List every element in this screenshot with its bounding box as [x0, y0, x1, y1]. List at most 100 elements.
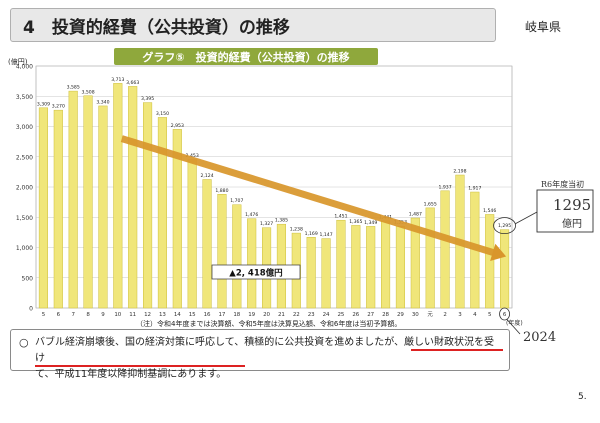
bar-value-label: 1,147 — [319, 232, 332, 238]
x-tick-label: 30 — [412, 312, 419, 318]
handwritten-year-connector — [506, 318, 521, 335]
bar — [440, 190, 450, 309]
bar — [68, 90, 78, 309]
bar-value-label: 1,655 — [424, 201, 437, 207]
bar — [128, 86, 138, 309]
last-bar-circle — [493, 217, 516, 235]
bar-value-label: 3,395 — [141, 96, 154, 102]
x-axis-unit: (年度) — [506, 319, 523, 327]
x-tick-label: 29 — [397, 312, 404, 318]
bar-value-label: 3,585 — [67, 85, 80, 91]
bar-value-label: 1,238 — [290, 227, 303, 233]
x-tick-label: 3 — [458, 312, 462, 318]
bar-value-label: 3,309 — [37, 101, 50, 107]
bar — [351, 225, 361, 309]
x-tick-label: 8 — [86, 312, 90, 318]
y-tick-label: 0 — [29, 306, 33, 313]
x-tick-label: 2 — [443, 312, 447, 318]
bar — [336, 219, 346, 309]
x-tick-label: 5 — [42, 312, 46, 318]
x-tick-label: 18 — [233, 312, 240, 318]
summary-line-1: バブル経済崩壊後、国の経済対策に呼応して、積極的に公共投資を進めましたが、厳しい… — [35, 337, 494, 364]
bar — [98, 105, 108, 309]
chart-title: グラフ⑤ 投資的経費（公共投資）の推移 — [114, 48, 378, 65]
bar-value-label: 1,385 — [275, 218, 288, 224]
bar-value-label: 1,917 — [468, 186, 481, 192]
bar — [395, 225, 406, 309]
x-tick-label: 9 — [101, 312, 105, 318]
page-title-bar: 4 投資的経費（公共投資）の推移 — [10, 8, 496, 42]
bar — [172, 129, 182, 309]
bar-value-label: 2,453 — [186, 153, 199, 159]
x-tick-label: 27 — [367, 312, 374, 318]
bar — [425, 207, 435, 309]
bar-value-label: 1,487 — [409, 212, 422, 218]
x-tick-label: 5 — [488, 312, 492, 318]
y-tick-label: 1,500 — [16, 215, 33, 222]
y-tick-label: 4,000 — [16, 64, 33, 71]
bar-value-label: 1,476 — [245, 212, 258, 218]
trend-arrow — [120, 135, 498, 257]
bar — [83, 95, 93, 309]
annotation-label: ▲2, 418億円 — [229, 268, 282, 279]
bar-value-label: 1,295 — [498, 223, 511, 229]
bar — [113, 83, 123, 309]
x-tick-label: 15 — [189, 312, 196, 318]
handwritten-year: 2024 — [523, 330, 557, 345]
x-tick-label: 23 — [308, 312, 315, 318]
bar — [157, 117, 168, 309]
x-tick-label: 26 — [352, 312, 359, 318]
bar-value-label: 2,953 — [171, 123, 184, 129]
y-tick-label: 3,500 — [16, 94, 33, 101]
y-tick-label: 500 — [22, 275, 34, 282]
bar-value-label: 1,349 — [364, 220, 377, 226]
bar — [232, 204, 242, 309]
x-tick-label: 19 — [248, 312, 255, 318]
page-title: 4 投資的経費（公共投資）の推移 — [23, 17, 290, 38]
bar-value-label: 3,270 — [52, 104, 65, 110]
bar-value-label: 2,198 — [453, 169, 466, 175]
y-tick-label: 2,000 — [16, 185, 33, 192]
bar-value-label: 1,327 — [260, 221, 273, 227]
x-tick-label: 6 — [57, 312, 61, 318]
y-tick-label: 2,500 — [16, 154, 33, 161]
y-axis-unit: (億円) — [8, 58, 28, 66]
x-tick-label: 21 — [278, 312, 285, 318]
y-tick-label: 3,000 — [16, 124, 33, 131]
bar — [380, 220, 391, 309]
bar-value-label: 1,169 — [305, 231, 318, 237]
last-category-circle — [499, 307, 510, 321]
bar-value-label: 2,124 — [200, 173, 213, 179]
x-tick-label: 6 — [503, 312, 507, 318]
x-tick-label: 4 — [473, 312, 477, 318]
annotation-box — [211, 264, 301, 280]
bar — [366, 226, 376, 309]
chart-note: （注）令和4年度までは決算額、令和5年度は決算見込額、令和6年度は当初予算額。 — [136, 320, 402, 328]
bar — [142, 102, 153, 309]
bar — [247, 218, 257, 309]
bar-value-label: 1,365 — [349, 219, 362, 225]
x-tick-label: 13 — [159, 312, 166, 318]
y-tick-label: 1,000 — [16, 245, 33, 252]
bar-value-label: 3,713 — [111, 77, 124, 83]
handwritten-callout-box — [536, 189, 594, 233]
bar — [410, 217, 420, 309]
bar — [38, 107, 49, 309]
x-tick-label: 7 — [71, 312, 75, 318]
handwritten-callout-connector — [515, 211, 538, 225]
prefecture-handwritten: 岐阜県 — [525, 20, 562, 34]
bar — [217, 194, 227, 309]
x-tick-label: 元 — [427, 311, 433, 318]
summary-box: ○ バブル経済崩壊後、国の経済対策に呼応して、積極的に公共投資を進めましたが、厳… — [10, 329, 510, 380]
bar — [499, 229, 510, 309]
x-tick-label: 28 — [382, 312, 389, 318]
summary-bullet: ○ — [19, 336, 29, 349]
bar-value-label: 1,937 — [438, 184, 451, 190]
trend-arrow-head — [490, 243, 507, 261]
x-tick-label: 25 — [337, 312, 344, 318]
bar-value-label: 1,707 — [230, 198, 243, 204]
x-tick-label: 24 — [323, 312, 330, 318]
handwritten-r6-value: 1295 — [553, 196, 592, 214]
underline-mark-2 — [35, 365, 245, 367]
